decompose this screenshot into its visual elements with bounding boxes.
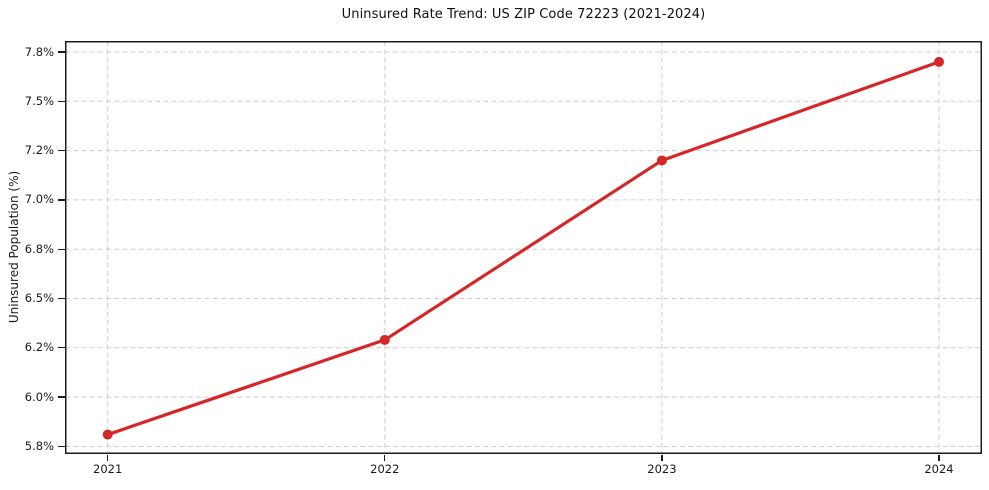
y-tick-label: 6.0% [24,389,54,404]
x-tick [107,454,109,461]
axes-spines [65,41,982,454]
line-chart-svg [65,41,982,454]
x-tick-label: 2024 [924,462,954,476]
y-tick [58,51,65,53]
y-tick-label: 7.0% [24,192,54,207]
x-tick [938,454,940,461]
y-tick-label: 7.8% [24,44,54,59]
x-tick-label: 2023 [647,462,677,476]
y-tick [58,149,65,152]
trend-line [106,60,941,437]
y-tick-label: 6.5% [24,291,54,305]
y-tick [58,199,65,201]
y-tick [58,396,65,398]
x-tick [384,454,386,461]
y-tick-label: 7.5% [24,93,54,108]
data-point-2024 [934,56,944,67]
y-tick [58,248,65,250]
y-tick [58,297,65,300]
y-tick-label: 6.2% [24,340,54,355]
data-point-2023 [656,155,667,166]
y-tick [58,445,65,448]
x-tick-label: 2022 [370,462,400,476]
x-tick [661,454,663,461]
chart-title: Uninsured Rate Trend: US ZIP Code 72223 … [341,7,706,22]
y-tick-label: 6.8% [24,241,54,256]
y-tick-label: 5.8% [24,438,54,453]
y-tick-label: 7.2% [24,143,54,158]
x-tick-label: 2021 [93,462,123,476]
data-point-2022 [379,334,390,345]
y-tick [58,100,65,102]
data-point-2021 [102,429,113,440]
y-tick [58,347,65,349]
plot-area [65,41,982,454]
